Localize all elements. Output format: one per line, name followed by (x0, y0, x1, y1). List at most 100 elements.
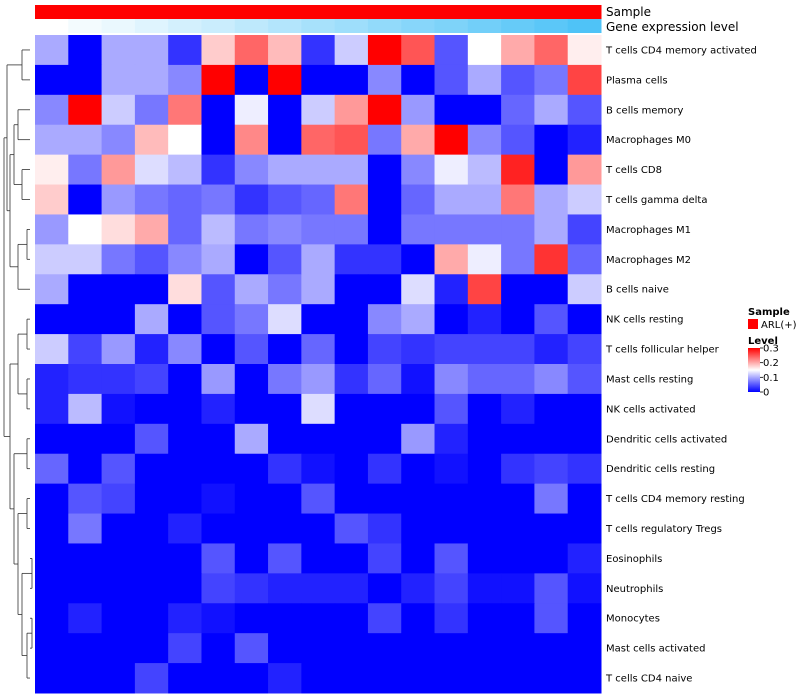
heatmap-cell (367, 573, 402, 604)
heatmap-cell (268, 124, 302, 156)
heatmap-cell (35, 453, 69, 485)
row-label: B cells naive (606, 285, 669, 296)
row-label: B cells memory (606, 105, 683, 116)
heatmap-cell (168, 663, 202, 694)
heatmap-cell (101, 633, 136, 664)
heatmap-cell (268, 633, 302, 664)
row-label: Macrophages M0 (606, 135, 691, 146)
heatmap-cell (168, 603, 202, 634)
row-label: Plasma cells (606, 75, 668, 86)
heatmap-cell (401, 633, 436, 664)
heatmap-cell (301, 513, 336, 544)
heatmap-cell (501, 603, 535, 634)
heatmap-cell (434, 364, 469, 395)
heatmap-cell (134, 453, 169, 485)
sample-legend-title: Sample (748, 307, 790, 318)
heatmap-cell (201, 274, 236, 305)
row-label: Mast cells activated (606, 644, 705, 655)
heatmap-cell (35, 124, 69, 156)
heatmap-cell (334, 124, 369, 156)
heatmap-cell (434, 35, 469, 66)
heatmap-cell (567, 633, 602, 664)
heatmap-cell (567, 334, 602, 365)
level-legend-tick-label: 0.3 (763, 344, 779, 355)
heatmap-cell (467, 244, 502, 275)
heatmap-cell (367, 393, 402, 425)
heatmap-cell (101, 214, 136, 245)
heatmap-cell (201, 543, 236, 574)
heatmap-cell (101, 543, 136, 574)
heatmap-cell (234, 35, 269, 66)
heatmap-cell (434, 513, 469, 544)
heatmap-cell (268, 304, 302, 335)
gene-track-label: Gene expression level (606, 20, 739, 34)
heatmap-cell (201, 154, 236, 186)
heatmap-cell (434, 633, 469, 664)
heatmap-cell (35, 184, 69, 215)
heatmap-cell (534, 244, 569, 275)
sample-track-cell (501, 5, 535, 19)
heatmap-cell (68, 603, 103, 634)
heatmap-cell (334, 94, 369, 126)
heatmap-cell (567, 64, 602, 96)
heatmap-cell (401, 603, 436, 634)
heatmap-cell (234, 393, 269, 425)
heatmap-cell (234, 334, 269, 365)
heatmap-cell (467, 154, 502, 186)
level-legend-ticks: 0.3 0.2 0.1 0 (760, 344, 779, 399)
row-label: T cells regulatory Tregs (605, 524, 722, 535)
heatmap-cell (68, 393, 103, 425)
heatmap-cell (501, 184, 535, 215)
heatmap-cell (367, 35, 402, 66)
heatmap-cell (401, 573, 436, 604)
heatmap-cell (434, 453, 469, 485)
sample-track-cell (467, 5, 502, 19)
heatmap-cell (301, 94, 336, 126)
heatmap-cell (534, 603, 569, 634)
heatmap-cell (401, 423, 436, 455)
row-label: T cells CD4 memory resting (605, 494, 745, 505)
level-legend-tick-label: 0.2 (763, 358, 779, 369)
heatmap-cell (35, 334, 69, 365)
heatmap-cell (401, 483, 436, 515)
gene-track-cell (567, 19, 602, 33)
heatmap-cell (367, 453, 402, 485)
heatmap-cell (534, 334, 569, 365)
heatmap-cell (567, 274, 602, 305)
row-label: Mast cells resting (606, 374, 693, 385)
sample-track-cell (168, 5, 202, 19)
sample-track-cell (367, 5, 402, 19)
heatmap-cell (467, 184, 502, 215)
heatmap-cell (134, 274, 169, 305)
heatmap-cell (168, 364, 202, 395)
heatmap-cell (367, 364, 402, 395)
heatmap-cell (101, 393, 136, 425)
heatmap-cell (467, 513, 502, 544)
row-label: T cells gamma delta (605, 195, 707, 206)
heatmap-cell (134, 513, 169, 544)
heatmap-cell (501, 573, 535, 604)
sample-legend-label: ARL(+) (761, 320, 797, 331)
heatmap-cell (301, 214, 336, 245)
heatmap-cell (367, 124, 402, 156)
heatmap-cell (334, 364, 369, 395)
heatmap-cell (334, 35, 369, 66)
heatmap-cell (101, 603, 136, 634)
annotation-tracks (35, 5, 602, 33)
heatmap-cell (467, 393, 502, 425)
heatmap-cell (467, 573, 502, 604)
heatmap-cell (534, 513, 569, 544)
heatmap-cell (268, 663, 302, 694)
heatmap-cell (101, 274, 136, 305)
heatmap-cell (467, 453, 502, 485)
heatmap-cell (101, 184, 136, 215)
heatmap-cell (168, 244, 202, 275)
heatmap-cell (234, 64, 269, 96)
gene-track-cell (201, 19, 236, 33)
heatmap-cell (234, 663, 269, 694)
heatmap-cell (234, 603, 269, 634)
heatmap-cell (134, 244, 169, 275)
heatmap-cell (534, 423, 569, 455)
heatmap-cell (268, 244, 302, 275)
heatmap-cell (301, 64, 336, 96)
